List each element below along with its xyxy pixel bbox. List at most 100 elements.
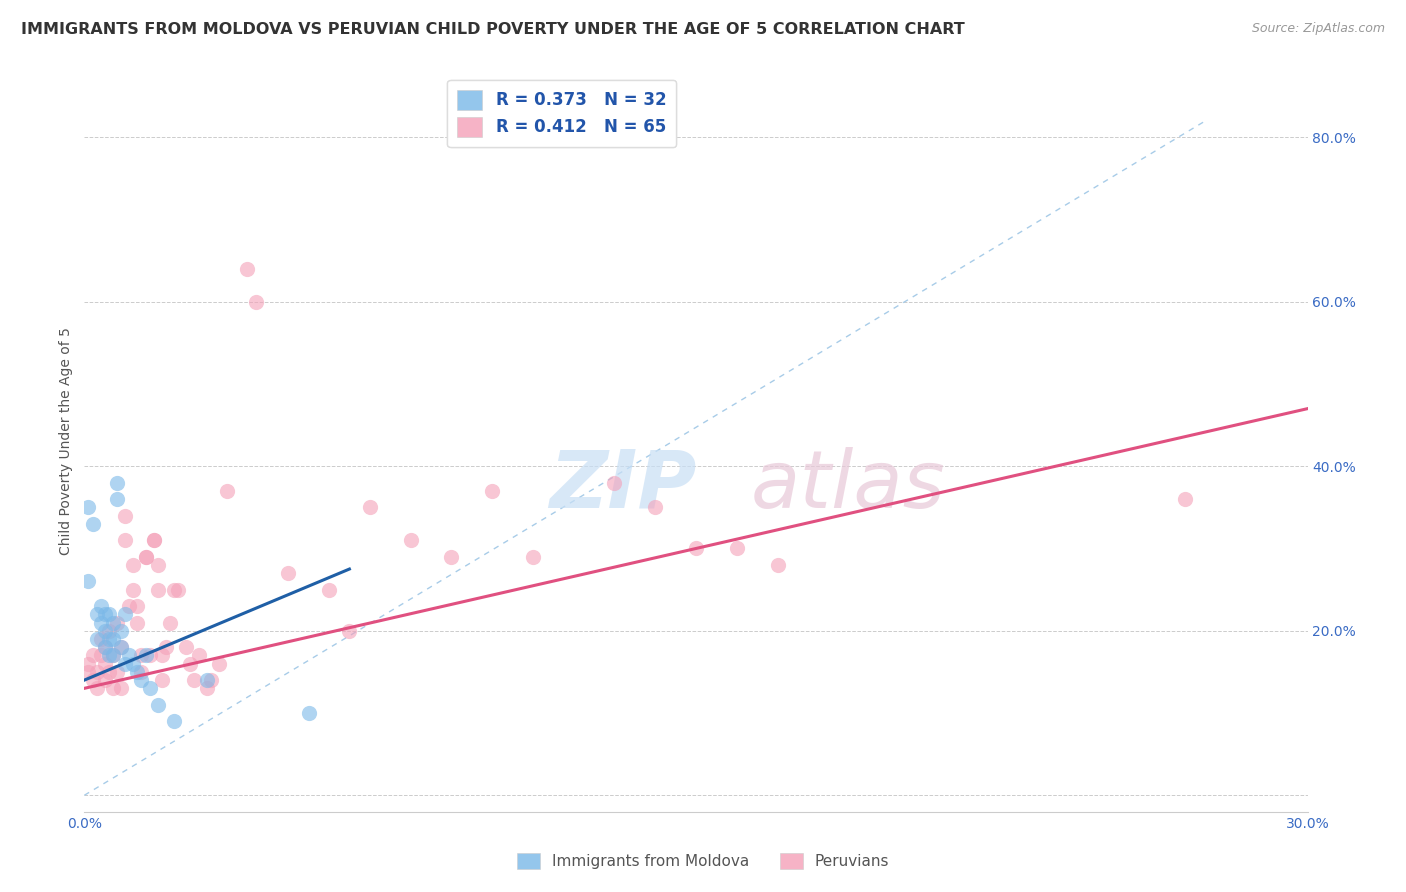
Point	[138, 648, 160, 663]
Point	[135, 648, 157, 663]
Point	[101, 648, 124, 663]
Point	[110, 681, 132, 696]
Point	[131, 665, 153, 679]
Point	[110, 640, 132, 655]
Point	[122, 558, 145, 572]
Point	[146, 698, 169, 712]
Point	[101, 615, 124, 630]
Point	[217, 483, 239, 498]
Point	[399, 533, 422, 548]
Point	[110, 640, 132, 655]
Point	[82, 673, 104, 687]
Point	[105, 615, 128, 630]
Point	[131, 673, 153, 687]
Legend: R = 0.373   N = 32, R = 0.412   N = 65: R = 0.373 N = 32, R = 0.412 N = 65	[447, 79, 676, 147]
Point	[101, 648, 124, 663]
Text: atlas: atlas	[751, 447, 946, 525]
Point	[163, 582, 186, 597]
Point	[142, 533, 165, 548]
Point	[97, 648, 120, 663]
Point	[77, 665, 100, 679]
Point	[97, 624, 120, 638]
Point	[97, 632, 120, 646]
Point	[110, 624, 132, 638]
Point	[150, 648, 173, 663]
Point	[159, 615, 181, 630]
Point	[195, 673, 218, 687]
Point	[90, 615, 112, 630]
Point	[603, 475, 626, 490]
Point	[127, 599, 149, 613]
Point	[1174, 492, 1197, 507]
Point	[114, 607, 136, 622]
Point	[142, 533, 165, 548]
Point	[90, 599, 112, 613]
Point	[93, 624, 115, 638]
Text: IMMIGRANTS FROM MOLDOVA VS PERUVIAN CHILD POVERTY UNDER THE AGE OF 5 CORRELATION: IMMIGRANTS FROM MOLDOVA VS PERUVIAN CHIL…	[21, 22, 965, 37]
Text: Source: ZipAtlas.com: Source: ZipAtlas.com	[1251, 22, 1385, 36]
Point	[146, 558, 169, 572]
Point	[93, 607, 115, 622]
Point	[105, 475, 128, 490]
Point	[101, 681, 124, 696]
Point	[135, 549, 157, 564]
Point	[90, 632, 112, 646]
Point	[155, 640, 177, 655]
Point	[245, 294, 267, 309]
Point	[127, 615, 149, 630]
Point	[105, 492, 128, 507]
Point	[93, 640, 115, 655]
Point	[122, 657, 145, 671]
Point	[82, 648, 104, 663]
Point	[359, 500, 381, 515]
Point	[200, 673, 222, 687]
Point	[298, 706, 321, 720]
Point	[77, 657, 100, 671]
Point	[725, 541, 748, 556]
Point	[195, 681, 218, 696]
Point	[97, 607, 120, 622]
Point	[135, 549, 157, 564]
Point	[86, 681, 108, 696]
Point	[122, 582, 145, 597]
Point	[644, 500, 666, 515]
Point	[114, 657, 136, 671]
Point	[236, 261, 259, 276]
Point	[118, 648, 141, 663]
Point	[339, 624, 361, 638]
Y-axis label: Child Poverty Under the Age of 5: Child Poverty Under the Age of 5	[59, 327, 73, 556]
Point	[93, 640, 115, 655]
Point	[114, 533, 136, 548]
Point	[685, 541, 707, 556]
Point	[105, 665, 128, 679]
Point	[97, 665, 120, 679]
Point	[101, 632, 124, 646]
Point	[318, 582, 340, 597]
Point	[82, 516, 104, 531]
Point	[163, 714, 186, 729]
Point	[86, 665, 108, 679]
Point	[131, 648, 153, 663]
Point	[179, 657, 201, 671]
Point	[183, 673, 205, 687]
Point	[138, 681, 160, 696]
Point	[93, 657, 115, 671]
Point	[118, 599, 141, 613]
Legend: Immigrants from Moldova, Peruvians: Immigrants from Moldova, Peruvians	[510, 847, 896, 875]
Point	[86, 632, 108, 646]
Point	[522, 549, 544, 564]
Point	[150, 673, 173, 687]
Point	[77, 574, 100, 589]
Point	[187, 648, 209, 663]
Point	[174, 640, 197, 655]
Point	[77, 500, 100, 515]
Point	[208, 657, 231, 671]
Point	[90, 648, 112, 663]
Point	[167, 582, 190, 597]
Point	[146, 582, 169, 597]
Point	[114, 508, 136, 523]
Point	[766, 558, 789, 572]
Point	[440, 549, 463, 564]
Point	[93, 673, 115, 687]
Point	[86, 607, 108, 622]
